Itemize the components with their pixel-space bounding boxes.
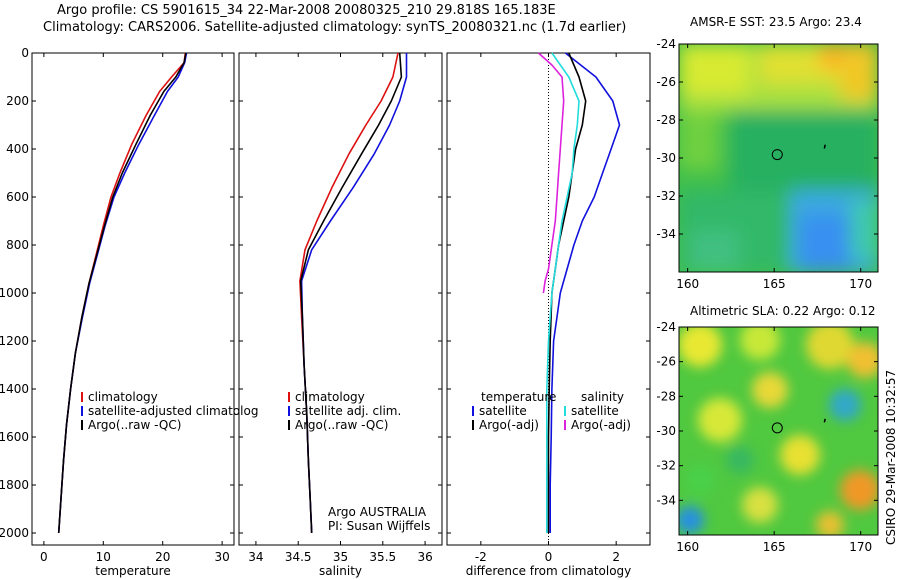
y-tick-label: -24 (656, 320, 676, 334)
y-tick-label: 600 (6, 190, 29, 204)
map-sla-title: Altimetric SLA: 0.22 Argo: 0.12 (690, 304, 876, 318)
x-tick-label: 35.5 (369, 550, 396, 564)
figure-title-line2: Climatology: CARS2006. Satellite-adjuste… (43, 20, 627, 35)
y-tick-label: -28 (656, 389, 676, 403)
argo-position-marker (771, 149, 783, 161)
x-axis-label: temperature (95, 564, 170, 578)
x-tick-label: 34.5 (285, 550, 312, 564)
x-tick-label: 0 (545, 550, 553, 564)
series-line-3 (57, 52, 187, 534)
y-tick-label: 1200 (0, 334, 29, 348)
y-tick-label: 400 (6, 142, 29, 156)
legend-label: satellite (479, 404, 527, 418)
y-tick-label: -30 (656, 151, 676, 165)
legend-label: satellite-adjusted climatolog (88, 404, 258, 418)
series-line-2 (300, 53, 408, 534)
y-tick-label: -32 (656, 459, 676, 473)
x-tick-label: 36 (417, 550, 432, 564)
y-tick-label: 1400 (0, 382, 29, 396)
y-tick-label: 800 (6, 238, 29, 252)
profile-panel-1: 0 200 400 600 800 1000 1200 1400 1600 1800 2000 0 10… (0, 46, 258, 578)
x-tick-label: 10 (96, 550, 111, 564)
x-tick-label: 0 (40, 550, 48, 564)
y-tick-label: 1600 (0, 430, 29, 444)
y-tick-label: -34 (656, 227, 676, 241)
map-sst-title: AMSR-E SST: 23.5 Argo: 23.4 (690, 15, 862, 29)
x-axis-label: salinity (319, 564, 362, 578)
annotation-text: PI: Susan Wijffels (328, 519, 430, 533)
legend-label: Argo(-adj) (479, 418, 539, 432)
legend-label: Argo(-adj) (571, 418, 631, 432)
panel-frame (238, 52, 443, 546)
series-line-3 (299, 52, 403, 534)
x-tick-label: -2 (475, 550, 487, 564)
x-axis-label: difference from climatology (466, 564, 632, 578)
legend-label: climatology (88, 390, 158, 404)
x-tick-label: 165 (763, 540, 786, 554)
legend-label: satellite adj. clim. (295, 404, 401, 418)
figure-title-line1: Argo profile: CS 5901615_34 22-Mar-2008 … (57, 3, 556, 18)
y-tick-label: 0 (21, 46, 29, 60)
x-tick-label: 160 (676, 277, 699, 291)
y-tick-label: -28 (656, 113, 676, 127)
x-tick-label: 170 (849, 540, 872, 554)
x-tick-label: 34 (248, 550, 263, 564)
y-tick-label: -34 (656, 493, 676, 507)
y-tick-label: -26 (656, 75, 676, 89)
x-tick-label: 165 (763, 277, 786, 291)
argo-position-marker (771, 422, 783, 434)
profile-panel-2: 34 34.5 35 35.5 36 salinity climatologysatelli… (238, 52, 443, 578)
x-tick-label: 30 (214, 550, 229, 564)
annotation-text: Argo AUSTRALIA (328, 505, 427, 519)
map-panel-1: 160 165 170 -24 -26 -28 -30 -32 -34 (656, 37, 878, 291)
y-tick-label: 2000 (0, 526, 29, 540)
legend-label: Argo(..raw -QC) (88, 418, 181, 432)
float-track (823, 144, 826, 149)
y-tick-label: -24 (656, 37, 676, 51)
legend-label: temperature (481, 390, 556, 404)
map-panel-2: 160 165 170 -24 -26 -28 -30 -32 -34 (656, 320, 878, 554)
legend-label: climatology (295, 390, 365, 404)
legend: temperaturesatelliteArgo(-adj)salinitysa… (472, 390, 631, 432)
legend-label: satellite (571, 404, 619, 418)
panel-frame (31, 52, 235, 546)
series-line-1 (549, 52, 621, 533)
x-tick-label: 170 (849, 277, 872, 291)
legend-label: Argo(..raw -QC) (295, 418, 388, 432)
series-line-2 (547, 52, 587, 533)
series-line-1 (299, 52, 399, 534)
series-line-2 (57, 52, 188, 534)
x-tick-label: 2 (612, 550, 620, 564)
series-line-3 (545, 52, 580, 533)
series-line-4 (537, 52, 565, 294)
series-line-1 (57, 52, 187, 534)
y-tick-label: -32 (656, 189, 676, 203)
map-sla-field (679, 327, 878, 535)
x-tick-label: 160 (676, 540, 699, 554)
x-tick-label: 35 (333, 550, 348, 564)
x-tick-label: 20 (155, 550, 170, 564)
y-tick-label: -26 (656, 355, 676, 369)
y-tick-label: 200 (6, 94, 29, 108)
float-track (823, 418, 826, 423)
y-tick-label: 1000 (0, 286, 29, 300)
y-tick-label: -30 (656, 424, 676, 438)
y-tick-label: 1800 (0, 478, 29, 492)
map-sst-field (679, 44, 878, 272)
legend-label: salinity (581, 390, 624, 404)
